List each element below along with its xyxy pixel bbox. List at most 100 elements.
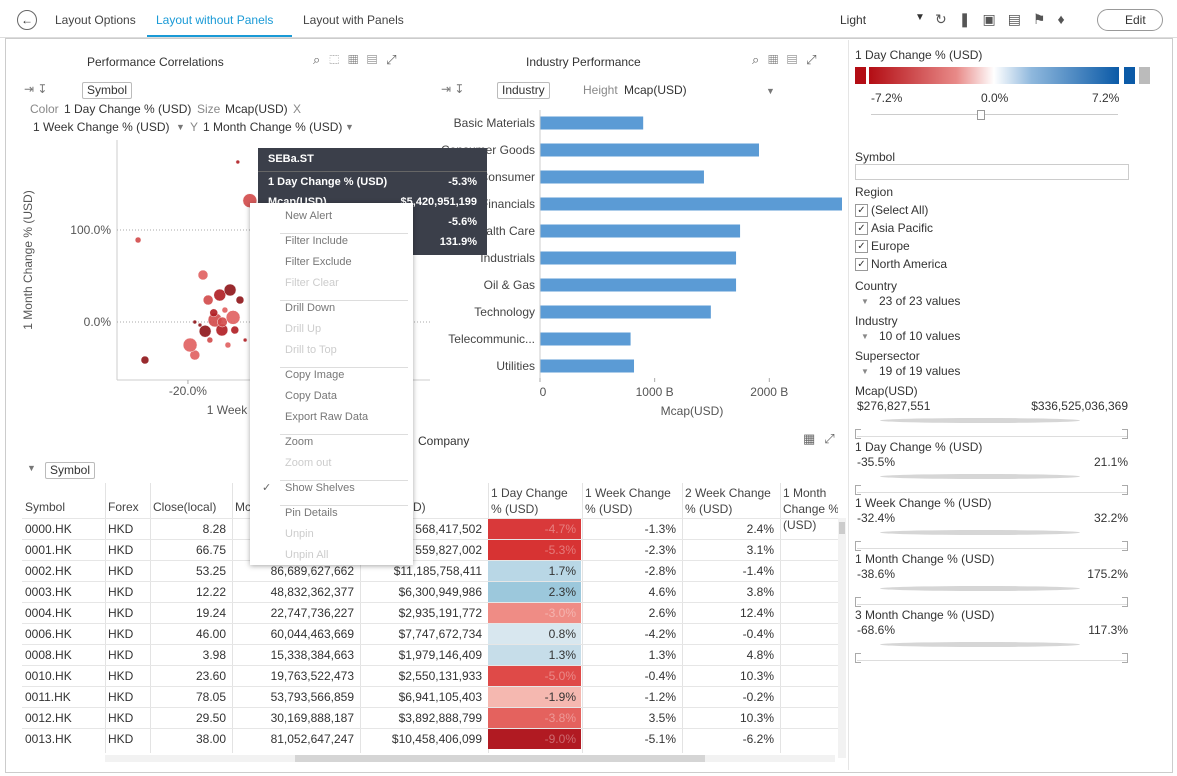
menu-item[interactable]: Drill Down — [285, 302, 336, 314]
menu-item[interactable]: New Alert — [285, 210, 333, 222]
tab[interactable]: Layout with Panels — [303, 13, 404, 27]
row-line — [22, 728, 838, 729]
column-header[interactable]: 1 Month Change % (USD) — [783, 486, 838, 532]
edit-button[interactable] — [1097, 9, 1163, 31]
column-header[interactable]: 1 Week Change % (USD) — [585, 486, 671, 516]
cell[interactable]: 0000.HK — [25, 522, 72, 536]
point — [206, 336, 214, 344]
cell: -4.7% — [488, 519, 581, 539]
column-header[interactable]: Forex — [108, 500, 139, 514]
theme-arrow[interactable]: ▼ — [915, 12, 925, 23]
filter-summary[interactable]: 10 of 10 values — [879, 329, 961, 343]
cell[interactable]: 0003.HK — [25, 585, 72, 599]
filter-title: 1 Month Change % (USD) — [855, 552, 995, 566]
menu-item[interactable]: Show Shelves — [285, 482, 355, 494]
checkbox[interactable]: ✓ — [855, 240, 868, 253]
tab[interactable]: Layout Options — [55, 13, 136, 27]
menu-item[interactable]: Filter Exclude — [285, 256, 352, 268]
shelf-arrow[interactable]: ▼ — [27, 463, 36, 473]
range-handle[interactable] — [1122, 541, 1128, 551]
h-thumb[interactable] — [295, 755, 705, 762]
field[interactable]: 1 Day Change % (USD) — [64, 102, 192, 116]
row-line — [22, 623, 838, 624]
arrow[interactable]: ▼ — [861, 297, 869, 306]
range-handle[interactable] — [855, 541, 861, 551]
shelf-icons[interactable]: ⇥ ↧ — [24, 82, 48, 96]
arrow[interactable]: ▼ — [766, 86, 775, 96]
cell[interactable]: 0001.HK — [25, 543, 72, 557]
range-handle[interactable] — [855, 653, 861, 663]
category-label: Health Care — [471, 224, 535, 238]
filter-summary[interactable]: 23 of 23 values — [879, 294, 961, 308]
cell[interactable]: 0011.HK — [25, 690, 71, 704]
column-header[interactable]: Symbol — [25, 500, 66, 514]
checkbox-label[interactable]: Europe — [871, 239, 910, 253]
filter-title: Supersector — [855, 349, 920, 363]
column-header[interactable]: 2 Week Change % (USD) — [685, 486, 771, 516]
range-handle[interactable] — [1122, 429, 1128, 439]
v-scrollbar[interactable] — [838, 518, 846, 758]
checkbox-label[interactable]: North America — [871, 257, 948, 271]
column-header[interactable]: Close(local) — [153, 500, 217, 514]
menu-item[interactable]: Export Raw Data — [285, 411, 369, 423]
column-header[interactable]: 1 Day Change % (USD) — [491, 486, 568, 516]
cell: 2.3% — [488, 582, 581, 602]
cell: $3,892,888,799 — [398, 711, 482, 725]
range-handle[interactable] — [855, 485, 861, 495]
shelf-pill[interactable]: Symbol — [82, 82, 133, 99]
menu-item[interactable]: Copy Image — [285, 369, 345, 381]
category-label: Utilities — [496, 359, 535, 373]
arrow[interactable]: ▼ — [345, 122, 354, 132]
cell: HKD — [108, 564, 134, 578]
theme-select[interactable]: Light — [840, 13, 867, 27]
cell[interactable]: 0010.HK — [25, 669, 72, 683]
arrow[interactable]: ▼ — [176, 122, 185, 132]
column-border — [582, 483, 583, 753]
cell[interactable]: 0006.HK — [25, 627, 72, 641]
edit-label[interactable]: Edit — [1125, 13, 1146, 27]
cell[interactable]: 0004.HK — [25, 606, 72, 620]
range-handle[interactable] — [1122, 485, 1128, 495]
filter-summary[interactable]: 19 of 19 values — [879, 364, 961, 378]
text-box[interactable] — [855, 164, 1129, 180]
cell: 1.7% — [488, 561, 581, 581]
checkbox[interactable]: ✓ — [855, 204, 868, 217]
checkbox-label[interactable]: (Select All) — [871, 203, 929, 217]
shelf-pill[interactable]: Symbol — [45, 462, 96, 479]
cell: 2.4% — [746, 522, 774, 536]
v-thumb[interactable] — [839, 522, 845, 534]
arrow[interactable]: ▼ — [861, 367, 869, 376]
shelf-icons[interactable]: ⇥ ↧ — [441, 82, 465, 96]
tab[interactable]: Layout without Panels — [156, 13, 274, 27]
cell: 78.05 — [195, 690, 226, 704]
cell[interactable]: 0002.HK — [25, 564, 72, 578]
field[interactable]: 1 Week Change % (USD) — [33, 120, 170, 134]
menu-item[interactable]: Filter Include — [285, 235, 348, 247]
cell[interactable]: 0008.HK — [25, 648, 72, 662]
arrow[interactable]: ▼ — [861, 332, 869, 341]
legend-handle[interactable] — [977, 110, 985, 120]
cell: HKD — [108, 606, 134, 620]
label: X — [293, 102, 302, 116]
menu-item[interactable]: Zoom — [285, 436, 314, 448]
cell[interactable]: 0012.HK — [25, 711, 72, 725]
range-handle[interactable] — [1122, 653, 1128, 663]
menu-item[interactable]: Copy Data — [285, 390, 337, 402]
field[interactable]: Mcap(USD) — [624, 83, 687, 97]
bar — [540, 197, 842, 211]
shelf-pill[interactable]: Industry — [497, 82, 550, 99]
cell[interactable]: 0013.HK — [25, 732, 72, 746]
menu-item[interactable]: Pin Details — [285, 507, 338, 519]
checkbox[interactable]: ✓ — [855, 258, 868, 271]
field[interactable]: Mcap(USD) — [225, 102, 288, 116]
bar — [540, 332, 631, 346]
cell: 12.22 — [195, 585, 226, 599]
checkbox-label[interactable]: Asia Pacific — [871, 221, 934, 235]
range-handle[interactable] — [855, 429, 861, 439]
range-handle[interactable] — [1122, 597, 1128, 607]
checkbox[interactable]: ✓ — [855, 222, 868, 235]
field[interactable]: 1 Month Change % (USD) — [203, 120, 343, 134]
back-button[interactable]: ← — [17, 10, 37, 30]
toolbar-icons[interactable]: ↻❚▣▤⚑♦ — [935, 11, 1077, 27]
range-handle[interactable] — [855, 597, 861, 607]
